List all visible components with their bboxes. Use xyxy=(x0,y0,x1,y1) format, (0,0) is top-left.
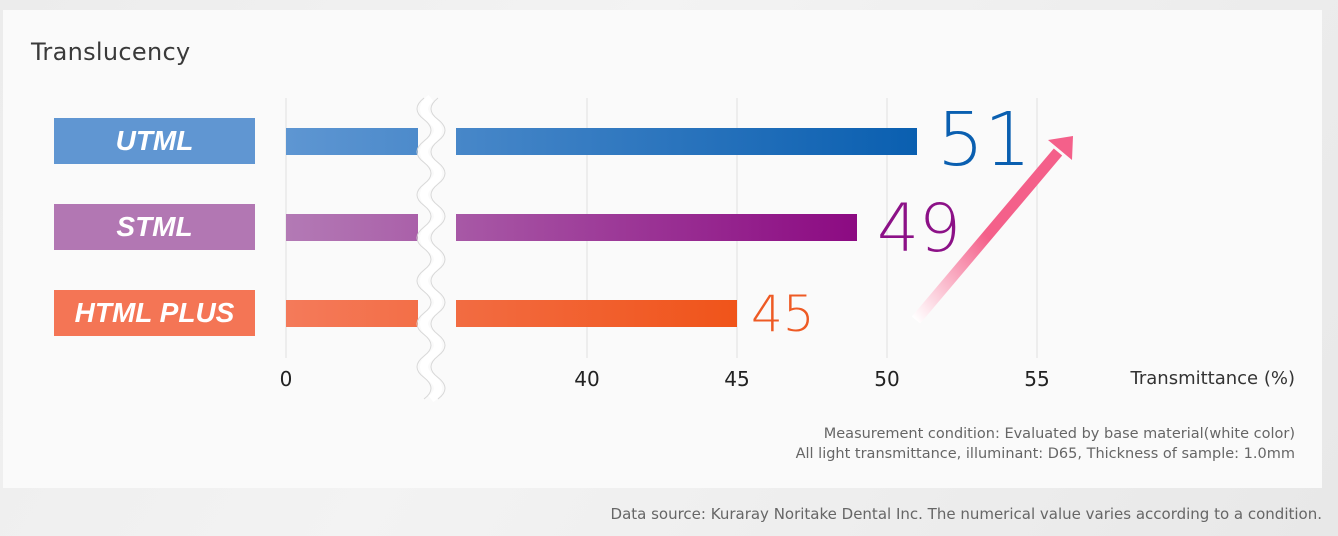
trend-arrow-shaft xyxy=(911,148,1063,324)
category-label-html-plus: HTML PLUS xyxy=(54,290,255,336)
axis-break-edge xyxy=(430,97,446,400)
note-line: All light transmittance, illuminant: D65… xyxy=(795,446,1295,462)
bar-stml xyxy=(286,214,857,241)
x-axis-label: Transmittance (%) xyxy=(1130,368,1296,389)
category-label-utml: UTML xyxy=(54,118,255,164)
measurement-notes: Measurement condition: Evaluated by base… xyxy=(796,424,1295,464)
value-label: 45 xyxy=(751,285,815,343)
x-tick-label: 55 xyxy=(1024,367,1049,391)
value-label: 49 xyxy=(877,190,961,267)
x-tick-label: 0 xyxy=(280,367,293,391)
bar-html-plus xyxy=(286,300,737,327)
x-tick-label: 45 xyxy=(724,367,749,391)
note-line: Measurement condition: Evaluated by base… xyxy=(823,426,1295,442)
bar-utml xyxy=(286,128,917,155)
trend-arrow-head-icon xyxy=(1048,136,1073,160)
axis-break-wave xyxy=(420,94,442,403)
category-label-stml: STML xyxy=(54,204,255,250)
data-source: Data source: Kuraray Noritake Dental Inc… xyxy=(610,505,1322,523)
x-tick-label: 40 xyxy=(574,367,599,391)
x-tick-label: 50 xyxy=(874,367,899,391)
chart-title: Translucency xyxy=(31,38,191,66)
axis-break-edge xyxy=(416,97,432,400)
value-label: 51 xyxy=(937,97,1031,183)
